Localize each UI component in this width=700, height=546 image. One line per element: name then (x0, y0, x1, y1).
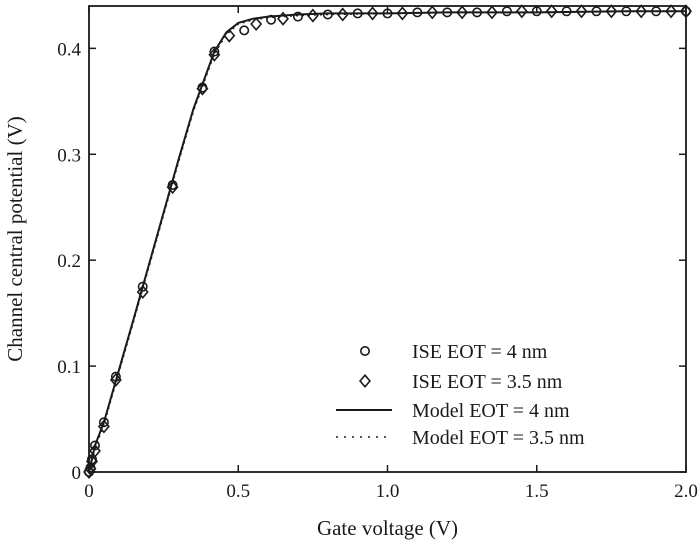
plot-marks (83, 4, 692, 480)
y-tick-label: 0.1 (57, 357, 81, 378)
legend-circle-icon (359, 345, 370, 356)
data-point-diamond (250, 16, 263, 32)
data-point-diamond (136, 284, 149, 299)
x-tick-label: 0.5 (226, 481, 250, 502)
legend-label: ISE EOT = 3.5 nm (412, 371, 563, 393)
legend-label: ISE EOT = 4 nm (412, 341, 548, 363)
data-point-diamond (84, 461, 97, 476)
data-point-circle (292, 11, 303, 22)
data-point-diamond (515, 4, 528, 19)
x-axis-title: Gate voltage (V) (317, 516, 458, 540)
data-point-diamond (366, 6, 379, 21)
data-point-diamond (196, 81, 209, 96)
legend-item: Model EOT = 4 nm (336, 400, 570, 422)
y-axis-title: Channel central potential (V) (3, 116, 27, 362)
data-point-diamond (166, 180, 179, 195)
data-point-diamond (88, 443, 101, 458)
legend-item: ISE EOT = 3.5 nm (359, 371, 563, 393)
data-point-diamond (396, 6, 409, 21)
x-tick-label: 0 (84, 481, 94, 502)
data-point-diamond (97, 419, 110, 434)
x-tick-label: 1.0 (376, 481, 400, 502)
model-line-solid (88, 10, 686, 473)
series-3 (88, 10, 686, 473)
y-tick-label: 0 (72, 463, 82, 484)
data-point-diamond (426, 5, 439, 20)
legend-item: ISE EOT = 4 nm (359, 341, 548, 363)
data-point-circle (137, 281, 148, 292)
series-0 (84, 6, 691, 477)
y-tick-label: 0.4 (57, 39, 81, 60)
series-2 (88, 10, 686, 473)
legend-label: Model EOT = 3.5 nm (412, 427, 585, 449)
data-point-diamond (605, 4, 618, 19)
legend-diamond-icon (359, 373, 371, 389)
series-1 (83, 4, 692, 480)
plot-frame (88, 5, 687, 473)
model-line-dotted (88, 10, 686, 473)
x-tick-label: 1.5 (525, 481, 549, 502)
axes: 0 0.5 1.0 1.5 2.0 0 0.1 0.2 0.3 0.4 Gate voltage (… (3, 5, 698, 540)
data-point-diamond (545, 4, 558, 19)
data-point-diamond (665, 4, 678, 19)
x-tick-label: 2.0 (674, 481, 698, 502)
data-point-diamond (635, 4, 648, 19)
data-point-circle (501, 6, 512, 17)
data-point-diamond (208, 47, 221, 62)
legend: ISE EOT = 4 nm ISE EOT = 3.5 nm Model EOT … (336, 341, 585, 449)
data-point-diamond (575, 4, 588, 19)
data-point-diamond (485, 5, 498, 20)
legend-label: Model EOT = 4 nm (412, 400, 570, 422)
data-point-circle (239, 25, 250, 36)
y-tick-label: 0.3 (57, 145, 81, 166)
legend-item: Model EOT = 3.5 nm (336, 427, 585, 449)
data-point-circle (209, 46, 220, 57)
data-point-diamond (456, 5, 469, 20)
y-tick-label: 0.2 (57, 251, 81, 272)
